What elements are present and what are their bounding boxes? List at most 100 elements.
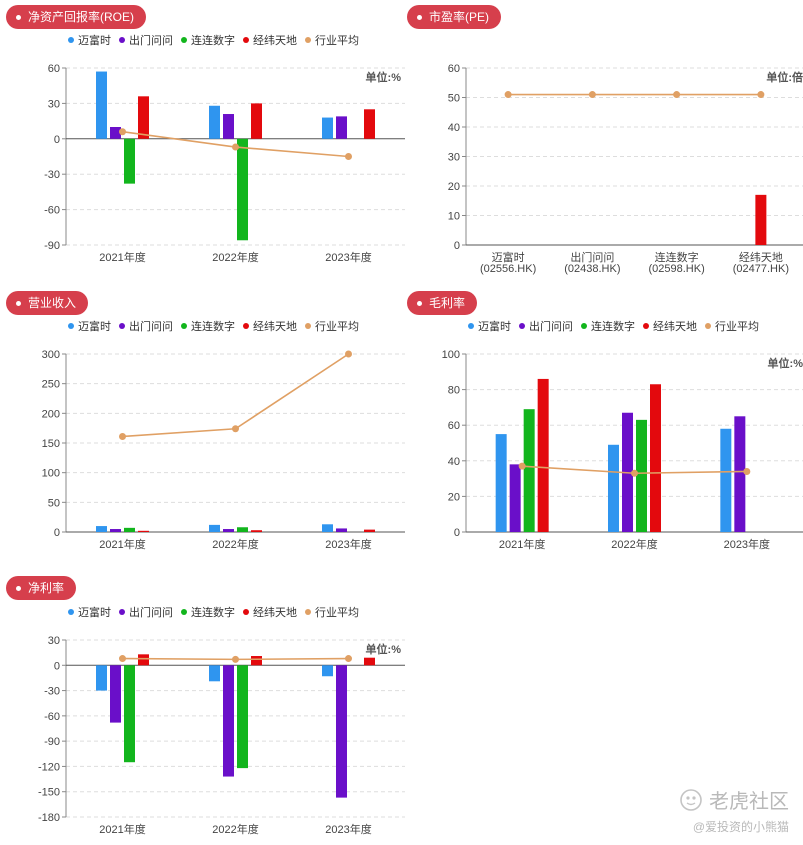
roe-title: 净资产回报率(ROE) xyxy=(6,5,146,29)
legend-item[interactable]: 连连数字 xyxy=(181,318,235,334)
bar-gross xyxy=(537,378,549,532)
revenue-legend: 迈富时 出门问问 连连数字 经纬天地 行业平均 xyxy=(68,318,359,334)
revenue-chart: 300 250 200 150 100 50 0 2021年度 2022年度 2023年度 xyxy=(42,349,405,551)
x-tick-label: 2023年度 xyxy=(325,250,371,264)
legend-item[interactable]: 连连数字 xyxy=(181,32,235,48)
avg-point xyxy=(119,128,126,136)
bar-revenue xyxy=(209,524,220,532)
y-tick-label: 0 xyxy=(454,527,460,539)
y-tick-label: 30 xyxy=(448,152,460,164)
bar-pe xyxy=(755,194,767,245)
legend-item[interactable]: 迈富时 xyxy=(468,318,511,334)
y-tick-label: 40 xyxy=(448,122,460,134)
bar-roe xyxy=(138,96,149,139)
bar-revenue xyxy=(223,529,234,532)
bar-revenue xyxy=(138,530,149,532)
x-tick-label: 2022年度 xyxy=(611,537,657,551)
watermark: 老虎社区 xyxy=(679,785,789,814)
bar-roe xyxy=(364,109,375,139)
legend-item[interactable]: 迈富时 xyxy=(68,32,111,48)
bar-revenue xyxy=(124,527,135,532)
legend-item[interactable]: 出门问问 xyxy=(119,318,173,334)
gross-chart: 100 80 60 40 20 0 单位:% 2021年度 2022年度 2023年度 xyxy=(442,349,803,551)
legend-item[interactable]: 行业平均 xyxy=(305,32,359,48)
avg-point xyxy=(588,91,596,99)
x-tick-label: 2023年度 xyxy=(325,822,371,836)
y-tick-label: -30 xyxy=(44,169,60,181)
y-tick-label: 30 xyxy=(48,635,60,647)
y-tick-label: -150 xyxy=(38,787,60,799)
legend-item[interactable]: 行业平均 xyxy=(305,318,359,334)
unit-label: 单位:倍 xyxy=(766,70,803,84)
net-title: 净利率 xyxy=(6,576,77,600)
x-tick-label: (02598.HK) xyxy=(648,263,704,275)
y-tick-label: 60 xyxy=(448,420,460,432)
x-tick-label: 连连数字 xyxy=(655,250,699,264)
bar-roe xyxy=(110,127,121,139)
y-tick-label: -120 xyxy=(38,761,60,773)
legend-item[interactable]: 行业平均 xyxy=(705,318,759,334)
avg-point xyxy=(232,655,239,663)
y-tick-label: 250 xyxy=(42,379,60,391)
avg-point xyxy=(504,91,512,99)
unit-label: 单位:% xyxy=(768,356,803,370)
bar-roe xyxy=(237,138,248,241)
net-panel: 净利率 迈富时 出门问问 连连数字 经纬天地 行业平均 30 0 -30 -60 -90… xyxy=(0,570,410,845)
bar-gross xyxy=(509,464,521,532)
bar-net xyxy=(336,665,347,798)
bar-roe xyxy=(96,71,107,139)
bar-gross xyxy=(495,434,507,532)
bar-gross xyxy=(523,409,535,532)
y-tick-label: 100 xyxy=(42,468,60,480)
legend-item[interactable]: 行业平均 xyxy=(305,604,359,620)
legend-item[interactable]: 经纬天地 xyxy=(243,32,297,48)
bar-net xyxy=(364,657,375,666)
y-tick-label: 20 xyxy=(448,491,460,503)
legend-item[interactable]: 经纬天地 xyxy=(243,318,297,334)
y-tick-label: 20 xyxy=(448,181,460,193)
legend-item[interactable]: 迈富时 xyxy=(68,604,111,620)
legend-item[interactable]: 经纬天地 xyxy=(243,604,297,620)
y-tick-label: 100 xyxy=(442,349,460,361)
y-tick-label: 60 xyxy=(448,63,460,75)
y-tick-label: 0 xyxy=(454,240,460,252)
bar-roe xyxy=(209,105,220,139)
avg-point xyxy=(673,91,681,99)
avg-point xyxy=(518,462,526,470)
pe-title: 市盈率(PE) xyxy=(407,5,502,29)
bar-gross xyxy=(720,428,732,532)
bar-net xyxy=(237,665,248,769)
y-tick-label: 80 xyxy=(448,385,460,397)
legend-item[interactable]: 迈富时 xyxy=(68,318,111,334)
legend-item[interactable]: 出门问问 xyxy=(119,604,173,620)
bar-roe xyxy=(322,117,333,139)
y-tick-label: -180 xyxy=(38,812,60,824)
y-tick-label: 30 xyxy=(48,98,60,110)
legend-item[interactable]: 连连数字 xyxy=(581,318,635,334)
bar-gross xyxy=(734,416,746,532)
y-tick-label: 50 xyxy=(448,93,460,105)
unit-label: 单位:% xyxy=(366,642,402,656)
bar-revenue xyxy=(364,529,375,532)
legend-item[interactable]: 出门问问 xyxy=(119,32,173,48)
bar-gross xyxy=(636,419,647,532)
pe-panel: 市盈率(PE) 60 50 40 30 20 10 0 单位:倍 迈富时 (02556.HK) 出门… xyxy=(400,0,803,275)
legend-item[interactable]: 经纬天地 xyxy=(643,318,697,334)
y-tick-label: 60 xyxy=(48,63,60,75)
avg-point xyxy=(345,350,352,358)
avg-point xyxy=(119,432,126,440)
bar-net xyxy=(209,665,220,682)
paw-icon xyxy=(680,788,702,811)
roe-legend: 迈富时 出门问问 连连数字 经纬天地 行业平均 xyxy=(68,32,359,48)
legend-item[interactable]: 连连数字 xyxy=(181,604,235,620)
legend-item[interactable]: 出门问问 xyxy=(519,318,573,334)
y-tick-label: 0 xyxy=(54,660,60,672)
gross-panel: 毛利率 迈富时 出门问问 连连数字 经纬天地 行业平均 100 80 60 40 20 0… xyxy=(400,285,803,555)
y-tick-label: -30 xyxy=(44,686,60,698)
bar-revenue xyxy=(110,529,121,532)
bar-roe xyxy=(251,103,262,139)
x-tick-label: 迈富时 xyxy=(492,250,525,264)
x-tick-label: 2021年度 xyxy=(99,537,145,551)
x-tick-label: 2022年度 xyxy=(212,250,258,264)
